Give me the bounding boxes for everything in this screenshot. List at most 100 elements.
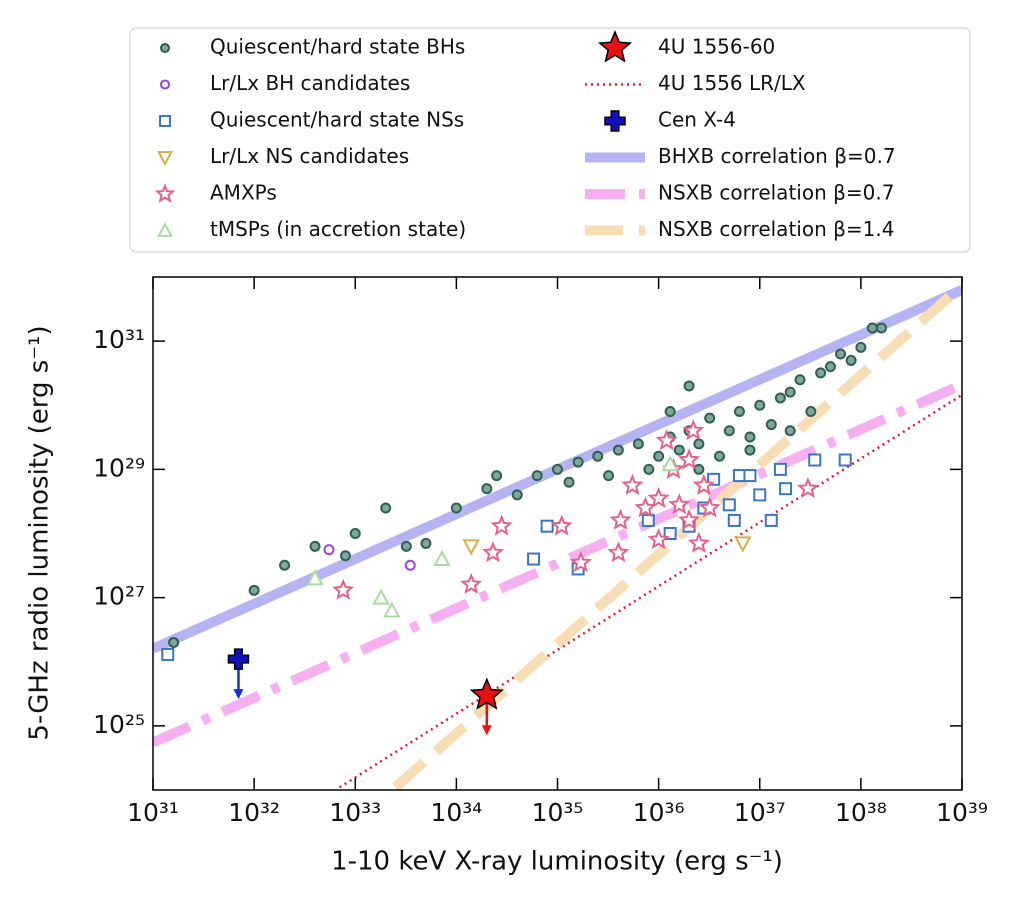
point — [815, 367, 827, 379]
point — [838, 453, 852, 467]
x-axis-label: 1-10 keV X-ray luminosity (erg s⁻¹) — [331, 847, 783, 877]
point — [481, 483, 493, 495]
point — [764, 513, 778, 527]
point — [765, 419, 777, 431]
point — [835, 348, 847, 360]
correlation-line — [392, 281, 962, 790]
x-tick-label: 10³³ — [329, 798, 381, 827]
point — [808, 453, 822, 467]
point — [349, 528, 361, 539]
point — [490, 514, 513, 536]
point — [380, 502, 392, 514]
point — [603, 470, 615, 482]
point — [692, 473, 715, 495]
point — [420, 537, 432, 549]
point — [511, 489, 523, 501]
plot-area — [153, 281, 962, 790]
legend-label: Quiescent/hard state NSs — [210, 108, 464, 132]
point — [433, 549, 451, 567]
point — [248, 584, 260, 596]
legend-label: BHXB correlation β=0.7 — [658, 144, 896, 168]
point — [609, 508, 632, 530]
point — [653, 450, 665, 462]
legend-label: Cen X-4 — [658, 108, 736, 132]
point — [876, 322, 888, 334]
point — [734, 536, 752, 553]
point — [634, 496, 657, 518]
point — [723, 425, 735, 437]
point — [491, 470, 503, 482]
point — [462, 539, 480, 556]
point — [339, 550, 351, 562]
point — [604, 110, 626, 132]
x-tick-label: 10³⁹ — [936, 798, 988, 827]
point — [563, 476, 575, 488]
point — [157, 222, 173, 237]
point — [784, 386, 796, 398]
point — [643, 463, 655, 475]
upper-limit-arrow — [481, 725, 492, 736]
point — [552, 463, 563, 475]
point — [714, 450, 726, 462]
legend-label: tMSPs (in accretion state) — [210, 217, 466, 241]
upper-limit-arrow — [233, 689, 244, 700]
legend-label: Quiescent/hard state BHs — [210, 35, 465, 59]
point — [400, 540, 412, 552]
point — [372, 588, 390, 605]
point — [824, 361, 836, 373]
point — [866, 322, 878, 334]
point — [540, 519, 554, 533]
point — [227, 648, 250, 670]
point — [632, 438, 644, 450]
legend-label: NSXB correlation β=0.7 — [658, 181, 894, 205]
point — [754, 399, 766, 411]
point — [159, 115, 171, 127]
point — [661, 455, 679, 472]
legend-label: Lr/Lx BH candidates — [210, 71, 410, 95]
point — [704, 412, 716, 424]
point — [279, 559, 291, 571]
point — [159, 79, 171, 90]
point — [693, 438, 705, 450]
point — [323, 544, 335, 556]
point — [161, 647, 175, 661]
point — [707, 472, 721, 486]
point — [855, 341, 867, 353]
point — [687, 531, 710, 553]
point — [744, 431, 756, 443]
point — [727, 513, 741, 527]
point — [693, 463, 705, 475]
point — [404, 559, 416, 571]
point — [309, 540, 321, 552]
x-tick-label: 10³⁵ — [532, 798, 584, 827]
point — [663, 527, 677, 540]
point — [460, 572, 483, 594]
point — [774, 392, 786, 404]
point — [673, 444, 685, 456]
point — [664, 405, 676, 417]
point — [592, 450, 604, 462]
point — [469, 677, 504, 710]
point — [682, 419, 705, 441]
point — [612, 444, 624, 456]
point — [597, 30, 633, 63]
point — [450, 502, 462, 514]
y-tick-label: 10²⁹ — [93, 453, 145, 482]
legend-label: Lr/Lx NS candidates — [210, 144, 409, 168]
legend-label: NSXB correlation β=1.4 — [658, 217, 894, 241]
point — [621, 473, 644, 495]
point — [796, 477, 820, 499]
point — [794, 374, 806, 386]
point — [481, 541, 504, 563]
legend-label: 4U 1556 LR/LX — [658, 71, 806, 95]
point — [743, 469, 757, 483]
point — [722, 498, 736, 512]
point — [732, 469, 746, 483]
point — [159, 42, 171, 54]
y-tick-label: 10³¹ — [93, 325, 145, 354]
point — [744, 444, 756, 456]
point — [655, 429, 678, 451]
point — [805, 405, 817, 417]
x-tick-label: 10³⁷ — [734, 798, 786, 827]
point — [607, 541, 630, 563]
